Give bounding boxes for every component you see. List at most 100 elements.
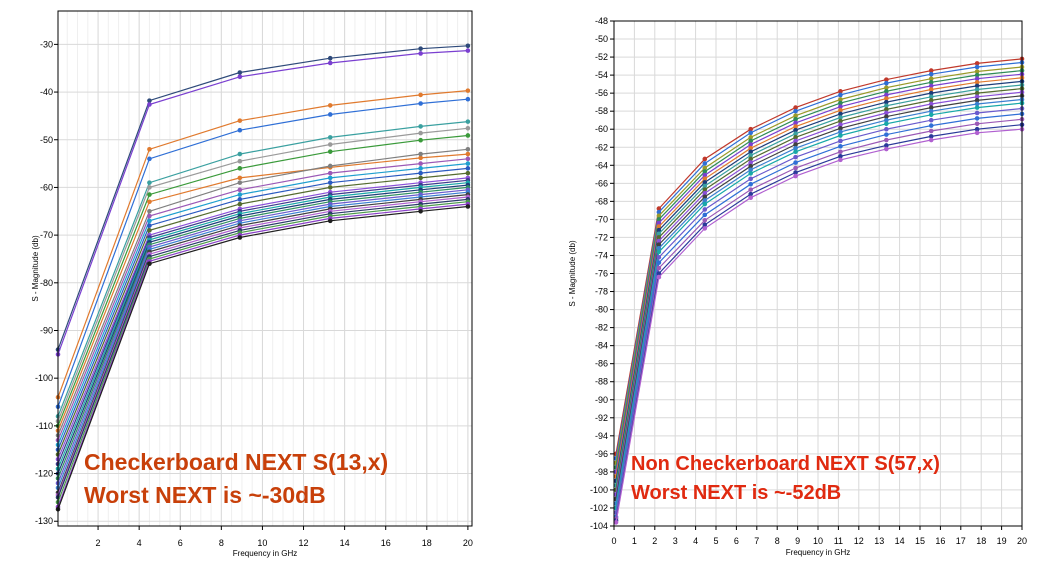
data-point	[702, 172, 708, 178]
data-point	[838, 111, 843, 117]
data-point	[884, 77, 889, 82]
data-point	[147, 228, 152, 233]
data-point	[656, 242, 662, 247]
series-line	[615, 58, 1023, 455]
data-point	[838, 89, 843, 94]
x-tick-label: 12	[854, 536, 864, 546]
data-point	[884, 117, 889, 123]
data-point	[884, 80, 889, 86]
series-line	[615, 84, 1023, 486]
data-point	[793, 138, 798, 144]
x-tick-label: 18	[422, 538, 432, 548]
data-point	[656, 231, 662, 237]
data-point	[793, 108, 798, 114]
y-tick-label: -72	[595, 232, 608, 242]
y-tick-label: -80	[595, 305, 608, 315]
data-point	[147, 223, 152, 228]
data-point	[418, 208, 423, 214]
x-tick-label: 6	[178, 538, 183, 548]
data-point	[656, 209, 662, 215]
data-point	[613, 520, 619, 525]
data-point	[702, 212, 708, 218]
data-point	[702, 207, 708, 212]
series-line	[57, 98, 468, 408]
data-point	[928, 117, 934, 123]
data-point	[656, 245, 662, 251]
x-ticks: 2 4 6 8 10 12 14 16 18 20	[96, 526, 473, 548]
data-point	[928, 83, 934, 89]
data-point	[838, 104, 843, 109]
data-point	[884, 96, 889, 101]
series-line	[57, 50, 468, 355]
data-point	[793, 142, 798, 147]
y-tick-label: -80	[40, 278, 53, 288]
series-lines	[55, 43, 471, 512]
data-point	[418, 161, 423, 166]
data-point	[748, 126, 753, 132]
data-point	[327, 185, 333, 190]
data-point	[465, 133, 471, 138]
data-point	[793, 124, 798, 129]
data-point	[884, 137, 889, 143]
series-line	[615, 113, 1023, 518]
y-tick-label: -62	[595, 142, 608, 152]
series-6	[613, 75, 1025, 479]
data-point	[465, 161, 471, 166]
data-point	[928, 137, 934, 143]
x-tick-label: 13	[874, 536, 884, 546]
data-point	[748, 130, 753, 136]
data-point	[702, 176, 708, 182]
data-point	[748, 171, 753, 176]
data-point	[928, 68, 934, 73]
data-point	[147, 218, 152, 224]
data-point	[838, 122, 843, 128]
data-point	[327, 55, 333, 61]
x-tick-label: 8	[775, 536, 780, 546]
data-point	[465, 96, 471, 102]
data-point	[793, 170, 798, 175]
data-point	[656, 271, 662, 276]
data-point	[884, 103, 889, 109]
data-point	[327, 175, 333, 181]
annotation-line-2: Worst NEXT is ~-30dB	[84, 482, 326, 508]
data-point	[928, 87, 934, 92]
series-3	[613, 64, 1025, 466]
data-point	[838, 97, 843, 102]
series-line	[615, 95, 1023, 499]
data-point	[928, 123, 934, 128]
series-line	[57, 182, 468, 470]
data-point	[237, 118, 243, 123]
series-17	[613, 122, 1025, 523]
data-point	[465, 88, 471, 93]
data-point	[974, 61, 980, 66]
data-point	[418, 46, 423, 51]
data-point	[237, 70, 243, 75]
y-tick-label: -60	[595, 124, 608, 134]
data-point	[656, 206, 662, 211]
data-point	[974, 76, 980, 82]
data-point	[656, 235, 662, 240]
data-point	[748, 195, 753, 201]
series-line	[57, 198, 468, 498]
data-point	[327, 218, 333, 224]
series-line	[57, 184, 468, 474]
series-line	[615, 70, 1023, 468]
series-7	[613, 79, 1025, 484]
data-point	[884, 107, 889, 112]
y-tick-label: -90	[40, 325, 53, 335]
data-point	[702, 222, 708, 228]
data-point	[974, 90, 980, 96]
data-point	[237, 235, 243, 240]
y-tick-label: -104	[590, 521, 608, 531]
series-13	[613, 100, 1025, 511]
series-4	[613, 68, 1025, 470]
y-tick-label: -50	[40, 135, 53, 145]
data-point	[702, 194, 708, 200]
data-point	[838, 149, 843, 155]
data-point	[884, 85, 889, 91]
data-point	[928, 71, 934, 77]
data-point	[748, 135, 753, 140]
data-point	[237, 166, 243, 171]
series-3	[55, 88, 471, 400]
